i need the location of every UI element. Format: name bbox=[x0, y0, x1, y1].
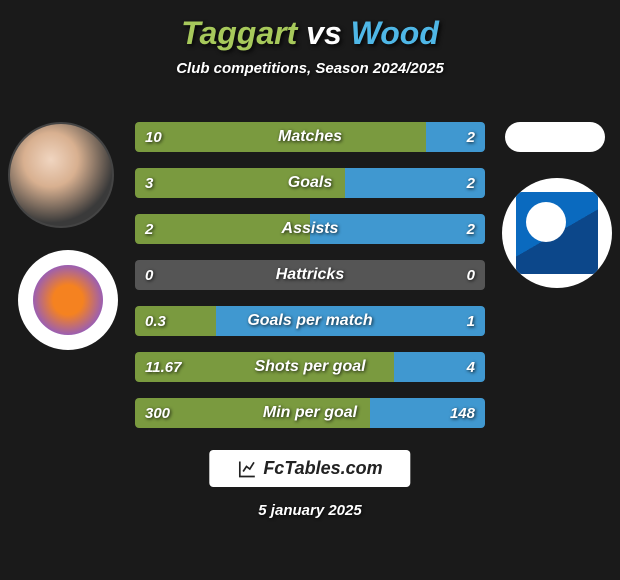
stat-label: Matches bbox=[135, 122, 485, 152]
stat-label: Min per goal bbox=[135, 398, 485, 428]
stat-row: 00Hattricks bbox=[135, 260, 485, 290]
comparison-card: Taggart vs Wood Club competitions, Seaso… bbox=[0, 0, 620, 580]
stat-label: Goals bbox=[135, 168, 485, 198]
source-text: FcTables.com bbox=[263, 458, 382, 479]
player1-club-badge bbox=[18, 250, 118, 350]
stat-label: Hattricks bbox=[135, 260, 485, 290]
stat-row: 11.674Shots per goal bbox=[135, 352, 485, 382]
player1-photo bbox=[8, 122, 114, 228]
player2-name: Wood bbox=[351, 15, 439, 51]
stat-label: Assists bbox=[135, 214, 485, 244]
stat-row: 0.31Goals per match bbox=[135, 306, 485, 336]
player1-name: Taggart bbox=[181, 15, 297, 51]
stat-row: 102Matches bbox=[135, 122, 485, 152]
stat-row: 300148Min per goal bbox=[135, 398, 485, 428]
stat-row: 22Assists bbox=[135, 214, 485, 244]
comparison-bars: 102Matches 32Goals 22Assists 00Hattricks 0.3… bbox=[135, 122, 485, 444]
source-badge: FcTables.com bbox=[209, 450, 410, 487]
subtitle: Club competitions, Season 2024/2025 bbox=[0, 60, 620, 77]
vs-text: vs bbox=[306, 15, 342, 51]
page-title: Taggart vs Wood bbox=[0, 15, 620, 52]
player2-photo bbox=[505, 122, 605, 152]
stat-row: 32Goals bbox=[135, 168, 485, 198]
stat-label: Shots per goal bbox=[135, 352, 485, 382]
chart-icon bbox=[237, 459, 257, 479]
player2-club-badge bbox=[502, 178, 612, 288]
footer-date: 5 january 2025 bbox=[0, 502, 620, 519]
perth-glory-icon bbox=[33, 265, 103, 335]
stat-label: Goals per match bbox=[135, 306, 485, 336]
sydney-fc-icon bbox=[516, 192, 598, 274]
